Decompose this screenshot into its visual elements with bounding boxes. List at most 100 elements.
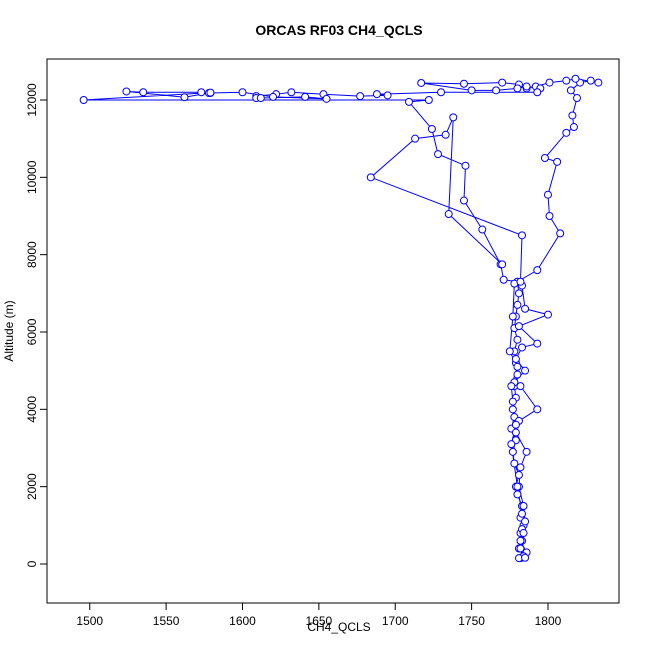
data-point	[424, 95, 433, 104]
data-point	[513, 482, 522, 491]
data-point	[518, 343, 527, 352]
data-point	[459, 196, 468, 205]
data-point	[519, 529, 528, 538]
data-point	[467, 86, 476, 95]
data-point	[507, 382, 516, 391]
data-point	[444, 210, 453, 219]
data-point	[521, 366, 530, 375]
data-point	[522, 82, 531, 91]
data-point	[301, 92, 310, 101]
data-point	[180, 93, 189, 102]
y-tick-label: 6000	[25, 318, 39, 345]
data-point	[197, 88, 206, 97]
data-point	[516, 536, 525, 545]
data-point	[411, 134, 420, 143]
data-point	[139, 88, 148, 97]
chart-title: ORCAS RF03 CH4_QCLS	[255, 22, 422, 38]
data-point	[256, 94, 265, 103]
data-point	[461, 161, 470, 170]
data-point	[322, 94, 331, 103]
data-point	[521, 304, 530, 313]
data-point	[366, 173, 375, 182]
data-point	[513, 362, 522, 371]
data-point	[492, 86, 501, 95]
data-point	[238, 88, 247, 97]
data-point	[543, 310, 552, 319]
data-point	[514, 322, 523, 331]
data-point	[449, 113, 458, 122]
data-point	[437, 88, 446, 97]
data-point	[511, 428, 520, 437]
data-point	[508, 397, 517, 406]
data-point	[510, 459, 519, 468]
data-point	[553, 157, 562, 166]
data-point	[513, 84, 522, 93]
data-point	[594, 78, 603, 87]
data-point	[521, 553, 530, 562]
data-point	[427, 124, 436, 133]
data-point	[568, 111, 577, 120]
data-point	[556, 229, 565, 238]
data-point	[507, 440, 516, 449]
data-point	[518, 509, 527, 518]
data-point	[287, 88, 296, 97]
x-tick-label: 1550	[153, 614, 180, 628]
data-point	[122, 87, 131, 96]
data-point	[513, 335, 522, 344]
data-point	[516, 544, 525, 553]
data-point	[516, 277, 525, 286]
data-point	[513, 300, 522, 309]
data-point	[513, 490, 522, 499]
data-point	[498, 260, 507, 269]
data-point	[79, 95, 88, 104]
data-point	[543, 190, 552, 199]
x-tick-label: 1750	[458, 614, 485, 628]
data-point	[459, 79, 468, 88]
data-point	[269, 92, 278, 101]
data-point	[417, 78, 426, 87]
x-tick-label: 1500	[76, 614, 103, 628]
data-point	[434, 150, 443, 159]
data-point	[514, 289, 523, 298]
x-tick-label: 1700	[382, 614, 409, 628]
y-tick-label: 0	[25, 560, 39, 567]
data-point	[356, 92, 365, 101]
data-point	[206, 88, 215, 97]
data-point	[571, 74, 580, 83]
y-tick-label: 8000	[25, 241, 39, 268]
data-point	[533, 405, 542, 414]
y-tick-label: 2000	[25, 473, 39, 500]
data-point	[562, 128, 571, 137]
data-point	[586, 76, 595, 85]
data-point	[533, 88, 542, 97]
data-point	[516, 382, 525, 391]
data-point	[404, 97, 413, 106]
y-tick-label: 10000	[25, 160, 39, 194]
data-point	[516, 463, 525, 472]
data-point	[478, 225, 487, 234]
data-point	[569, 123, 578, 132]
data-point	[562, 76, 571, 85]
data-point	[519, 501, 528, 510]
data-point	[522, 447, 531, 456]
data-point	[514, 471, 523, 480]
data-point	[545, 211, 554, 220]
data-point	[511, 355, 520, 364]
data-point	[383, 91, 392, 100]
data-point	[372, 90, 381, 99]
y-tick-label: 4000	[25, 396, 39, 423]
data-point	[533, 266, 542, 275]
data-point	[498, 78, 507, 87]
data-point	[511, 420, 520, 429]
x-tick-label: 1650	[306, 614, 333, 628]
y-axis-label: Altitude (m)	[2, 300, 16, 361]
plot-frame	[46, 58, 620, 604]
x-axis-label: CH4_QCLS	[307, 620, 370, 634]
data-point	[518, 231, 527, 240]
data-point	[533, 339, 542, 348]
data-point	[508, 447, 517, 456]
data-point	[505, 347, 514, 356]
data-point	[499, 275, 508, 284]
